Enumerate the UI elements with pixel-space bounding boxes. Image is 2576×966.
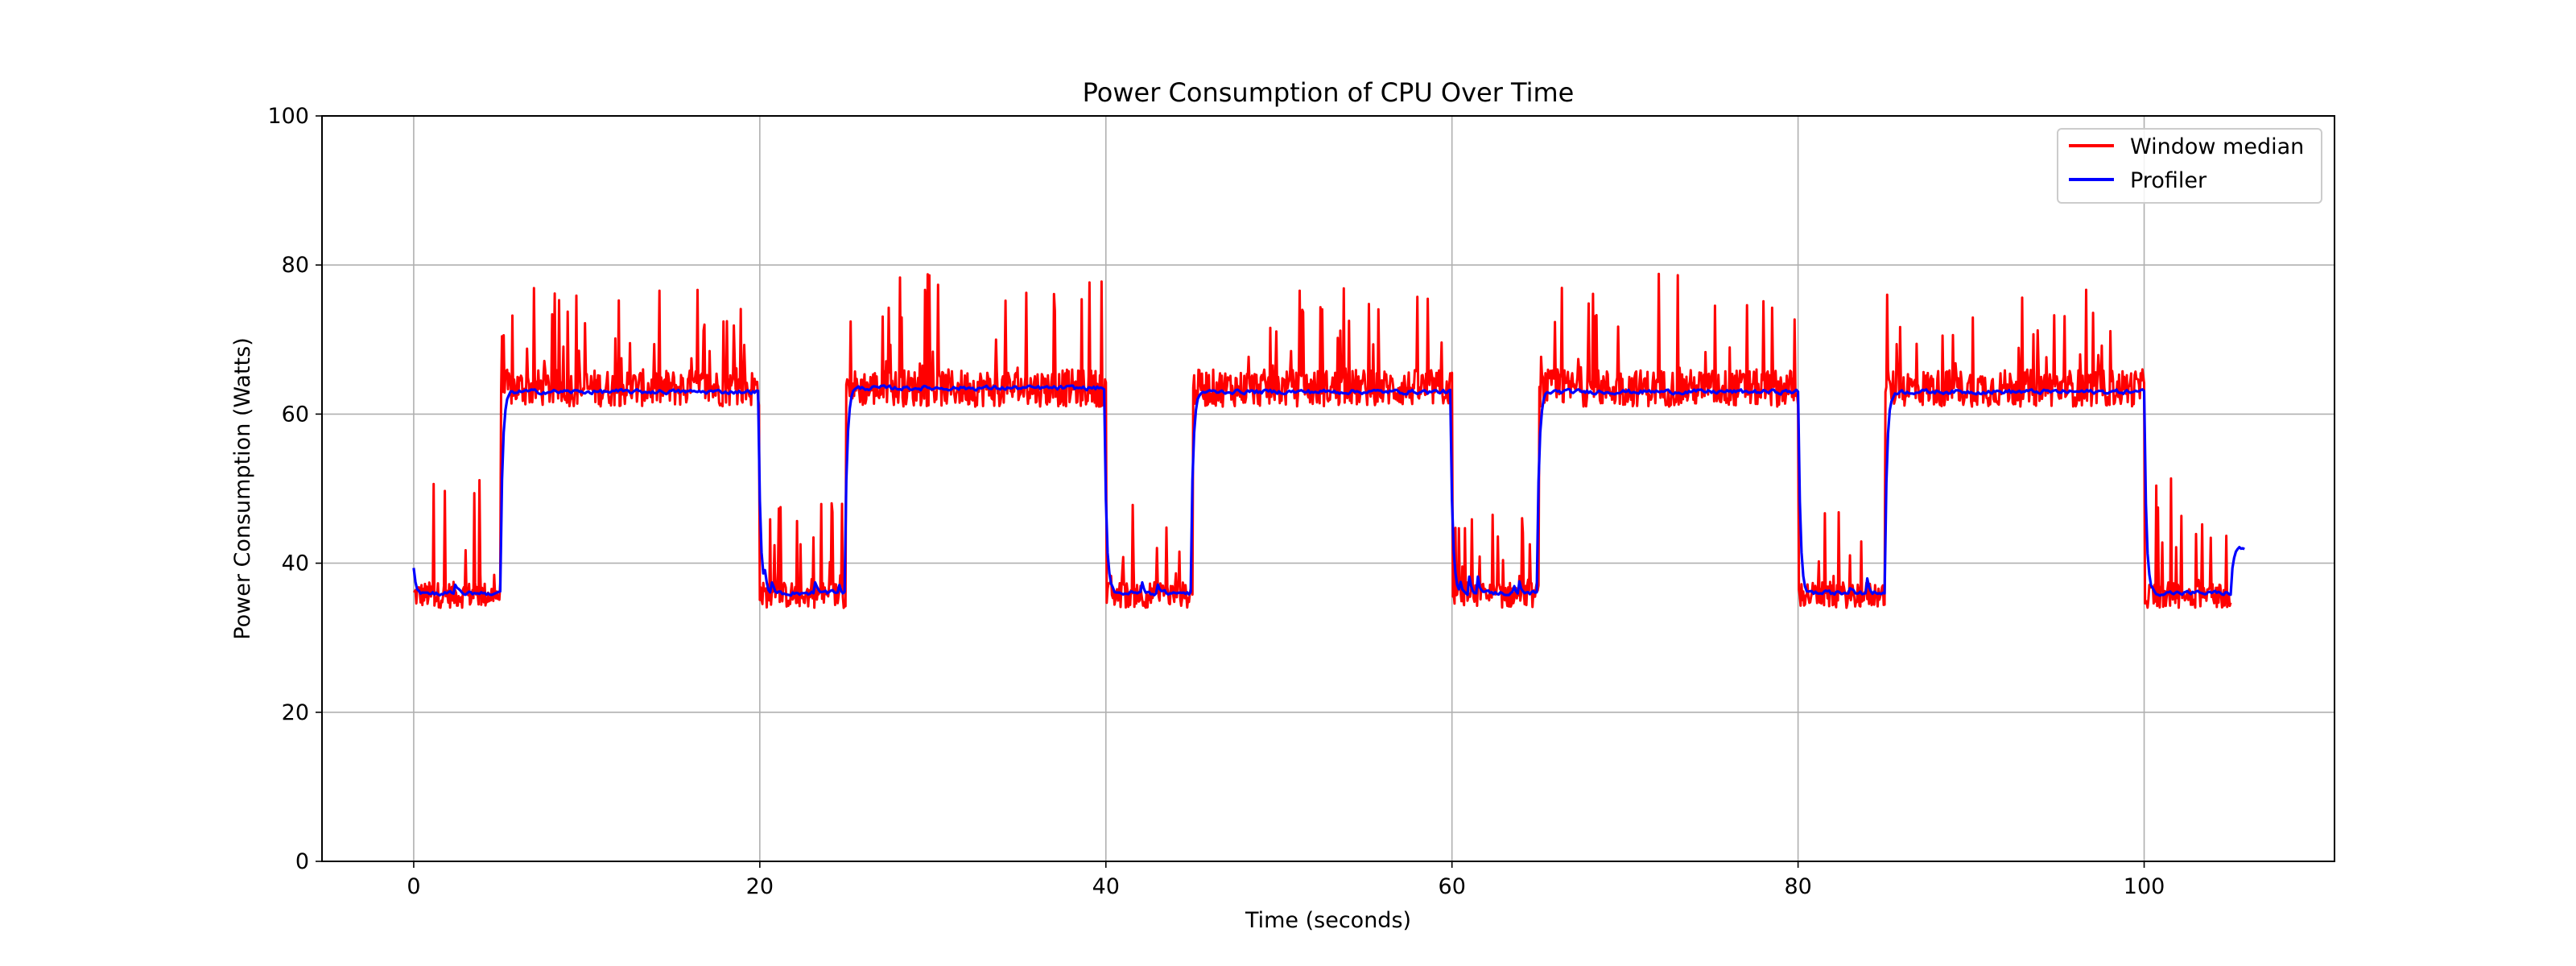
x-tick-label: 80 [1784, 874, 1811, 899]
x-tick-label: 100 [2124, 874, 2165, 899]
x-tick-label: 20 [746, 874, 774, 899]
chart-title: Power Consumption of CPU Over Time [1083, 77, 1575, 108]
plot-frame [321, 115, 2335, 862]
legend-box [2057, 128, 2322, 204]
y-tick-label: 0 [295, 849, 309, 874]
legend-label-profiler: Profiler [2130, 168, 2207, 193]
x-axis-label: Time (seconds) [1245, 908, 1411, 933]
series-layer [412, 272, 2245, 609]
y-tick-label: 60 [282, 402, 309, 427]
y-axis: 0 20 40 60 80 100 [267, 104, 322, 874]
y-tick-label: 20 [282, 700, 309, 725]
y-axis-label: Power Consumption (Watts) [230, 337, 255, 639]
y-tick-label: 80 [282, 253, 309, 278]
x-tick-label: 40 [1092, 874, 1120, 899]
plot-area [412, 272, 2245, 609]
x-axis: 0 20 40 60 80 100 [407, 861, 2165, 899]
y-tick-label: 40 [282, 551, 309, 576]
y-tick-label: 100 [267, 104, 309, 129]
series-line-profiler [412, 384, 2245, 597]
legend-label-window-median: Window median [2130, 134, 2304, 159]
x-tick-label: 60 [1439, 874, 1466, 899]
series-line-window-median [413, 272, 2232, 609]
x-tick-label: 0 [407, 874, 420, 899]
legend: Window median Profiler [2057, 128, 2322, 204]
